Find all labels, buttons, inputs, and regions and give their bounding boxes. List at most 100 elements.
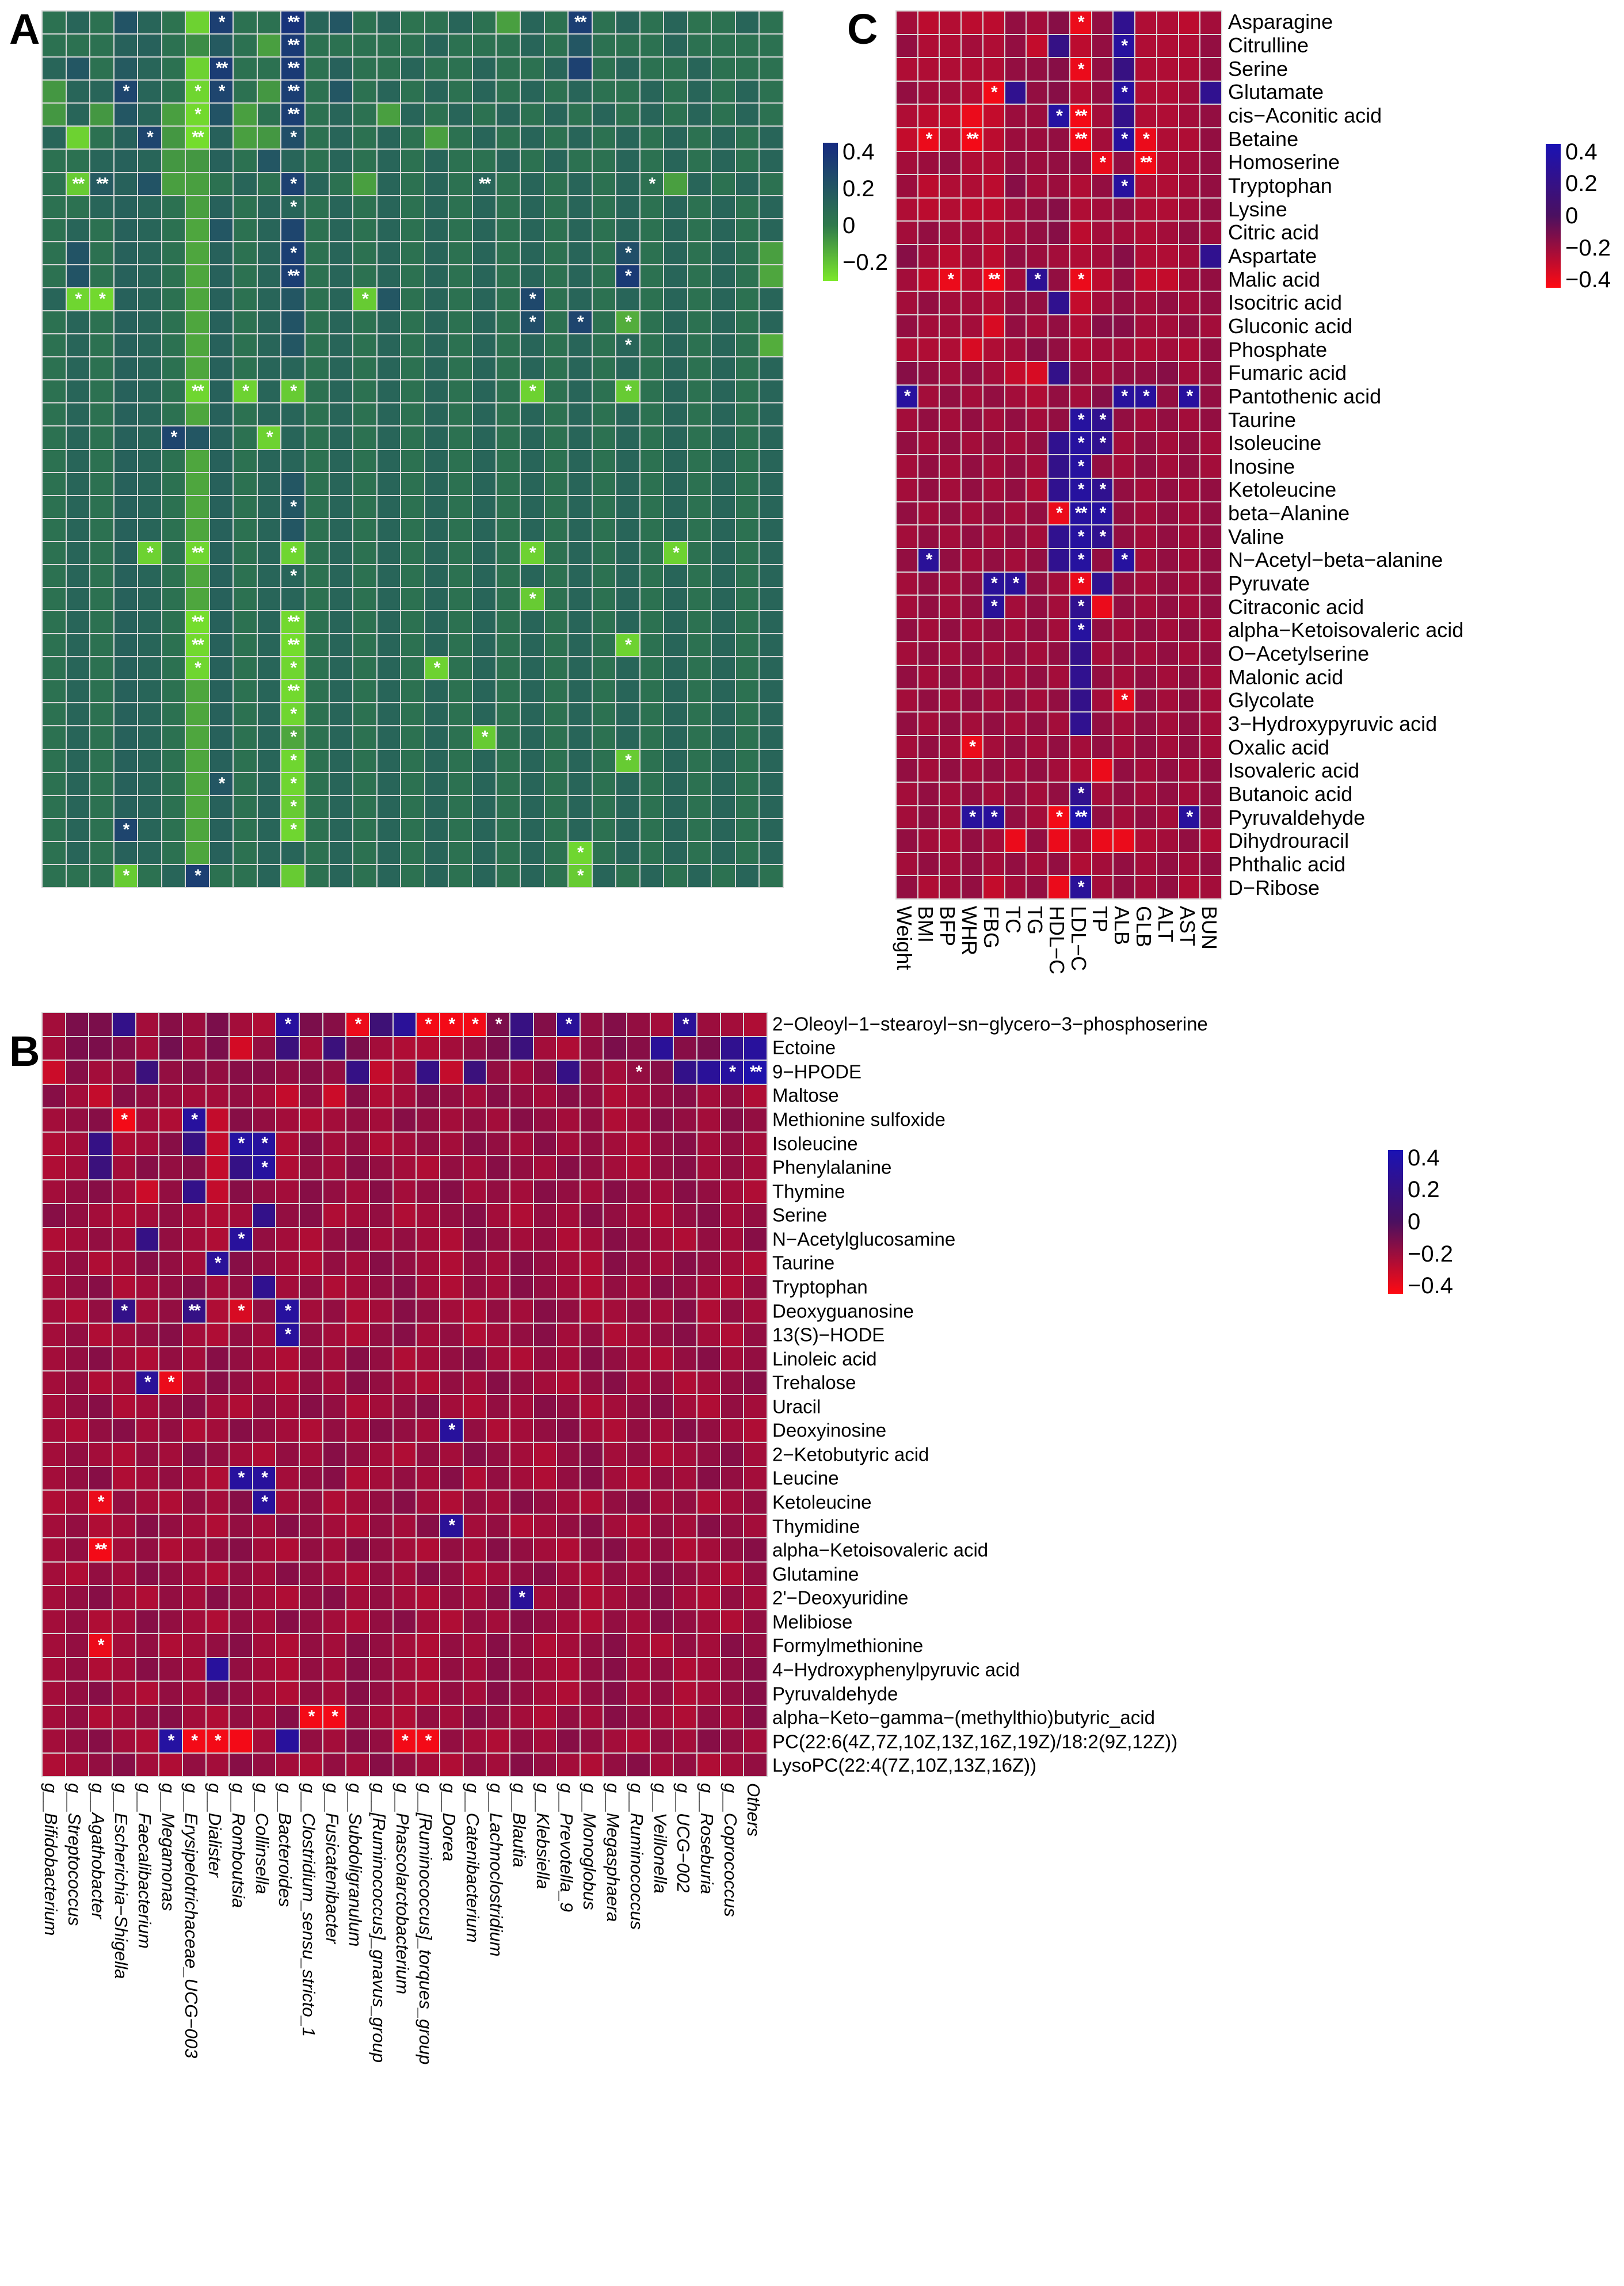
heatmap-cell <box>370 1347 392 1370</box>
heatmap-cell <box>697 1705 720 1728</box>
heatmap-cell <box>472 242 496 264</box>
heatmap-cell <box>744 1347 767 1370</box>
heatmap-cell <box>697 1538 720 1561</box>
heatmap-cell <box>616 772 639 795</box>
heatmap-cell: * <box>1114 385 1135 408</box>
heatmap-cell <box>697 1562 720 1585</box>
heatmap-cell <box>640 104 664 126</box>
significance-marker: * <box>195 105 201 124</box>
heatmap-cell <box>1157 35 1178 58</box>
heatmap-cell <box>1157 385 1178 408</box>
heatmap-cell <box>66 1108 89 1131</box>
heatmap-cell <box>377 519 401 541</box>
heatmap-cell <box>346 1443 369 1466</box>
heatmap-cell <box>640 657 664 680</box>
heatmap-cell <box>66 1562 89 1585</box>
heatmap-cell <box>43 1729 65 1752</box>
heatmap-cell <box>544 542 568 564</box>
heatmap-cell <box>897 502 917 525</box>
heatmap-cell <box>487 1084 509 1107</box>
heatmap-cell <box>257 334 281 357</box>
heatmap-cell <box>627 1395 650 1418</box>
heatmap-cell <box>425 473 448 495</box>
heatmap-cell <box>417 1514 439 1537</box>
heatmap-cell: ** <box>281 12 305 34</box>
heatmap-cell <box>66 1037 89 1060</box>
heatmap-cell <box>138 795 161 818</box>
heatmap-cell <box>114 473 138 495</box>
heatmap-cell <box>425 334 448 357</box>
heatmap-cell <box>983 58 1004 81</box>
heatmap-cell <box>510 1466 533 1489</box>
heatmap-cell <box>1200 268 1221 291</box>
heatmap-cell <box>592 818 616 841</box>
heatmap-cell <box>234 35 257 57</box>
heatmap-cell <box>1179 596 1200 618</box>
heatmap-cell <box>604 1491 627 1514</box>
heatmap-cell <box>393 1228 416 1251</box>
heatmap-cell <box>209 104 233 126</box>
heatmap-cell <box>712 588 735 611</box>
heatmap-cell <box>472 496 496 518</box>
heatmap-cell <box>1179 852 1200 875</box>
heatmap-cell <box>897 198 917 221</box>
heatmap-cell <box>569 196 592 218</box>
colorbar-tick-label: 0.2 <box>1408 1177 1440 1203</box>
heatmap-cell <box>138 634 161 657</box>
heatmap-cell <box>569 565 592 587</box>
heatmap-cell: * <box>138 127 161 149</box>
heatmap-cell <box>440 1562 463 1585</box>
heatmap-cell <box>209 449 233 472</box>
significance-marker: * <box>1121 176 1128 196</box>
significance-marker: * <box>1143 386 1150 406</box>
heatmap-cell: * <box>281 749 305 772</box>
heatmap-cell <box>138 749 161 772</box>
heatmap-cell <box>487 1419 509 1442</box>
heatmap-cell <box>463 1610 486 1633</box>
heatmap-cell <box>90 680 113 703</box>
heatmap-cell <box>940 665 961 688</box>
heatmap-cell <box>440 1395 463 1418</box>
heatmap-cell <box>66 1658 89 1681</box>
heatmap-cell <box>257 588 281 611</box>
heatmap-cell <box>472 542 496 564</box>
heatmap-cell <box>640 795 664 818</box>
heatmap-cell <box>688 288 711 311</box>
heatmap-cell <box>449 127 472 149</box>
heatmap-cell <box>544 657 568 680</box>
heatmap-cell <box>209 403 233 426</box>
heatmap-cell <box>897 12 917 34</box>
heatmap-cell <box>569 611 592 634</box>
heatmap-cell <box>306 657 329 680</box>
heatmap-cell <box>417 1300 439 1323</box>
heatmap-cell: * <box>253 1466 276 1489</box>
heatmap-cell <box>487 1491 509 1514</box>
heatmap-cell <box>1049 292 1069 314</box>
heatmap-cell <box>276 1347 299 1370</box>
heatmap-cell <box>234 864 257 887</box>
heatmap-cell <box>664 334 687 357</box>
heatmap-cell <box>186 426 209 449</box>
heatmap-cell <box>1135 198 1156 221</box>
significance-marker: * <box>354 1014 362 1034</box>
heatmap-cell <box>230 1514 252 1537</box>
heatmap-cell <box>90 81 113 103</box>
heatmap-cell <box>66 35 90 57</box>
heatmap-cell <box>533 1323 556 1346</box>
heatmap-cell <box>472 818 496 841</box>
significance-marker: * <box>284 1014 292 1034</box>
heatmap-cell <box>66 1705 89 1728</box>
heatmap-cell <box>1027 105 1048 128</box>
heatmap-cell <box>186 749 209 772</box>
heatmap-cell <box>1027 315 1048 338</box>
row-label: 2−Ketobutyric acid <box>772 1443 929 1465</box>
heatmap-cell <box>744 1466 767 1489</box>
heatmap-cell: * <box>1070 572 1091 595</box>
heatmap-cell <box>510 1634 533 1657</box>
heatmap-cell <box>449 542 472 564</box>
heatmap-cell <box>674 1204 697 1227</box>
heatmap-cell <box>1049 455 1069 478</box>
heatmap-cell <box>159 1491 182 1514</box>
heatmap-cell <box>962 198 982 221</box>
heatmap-cell <box>323 1514 346 1537</box>
